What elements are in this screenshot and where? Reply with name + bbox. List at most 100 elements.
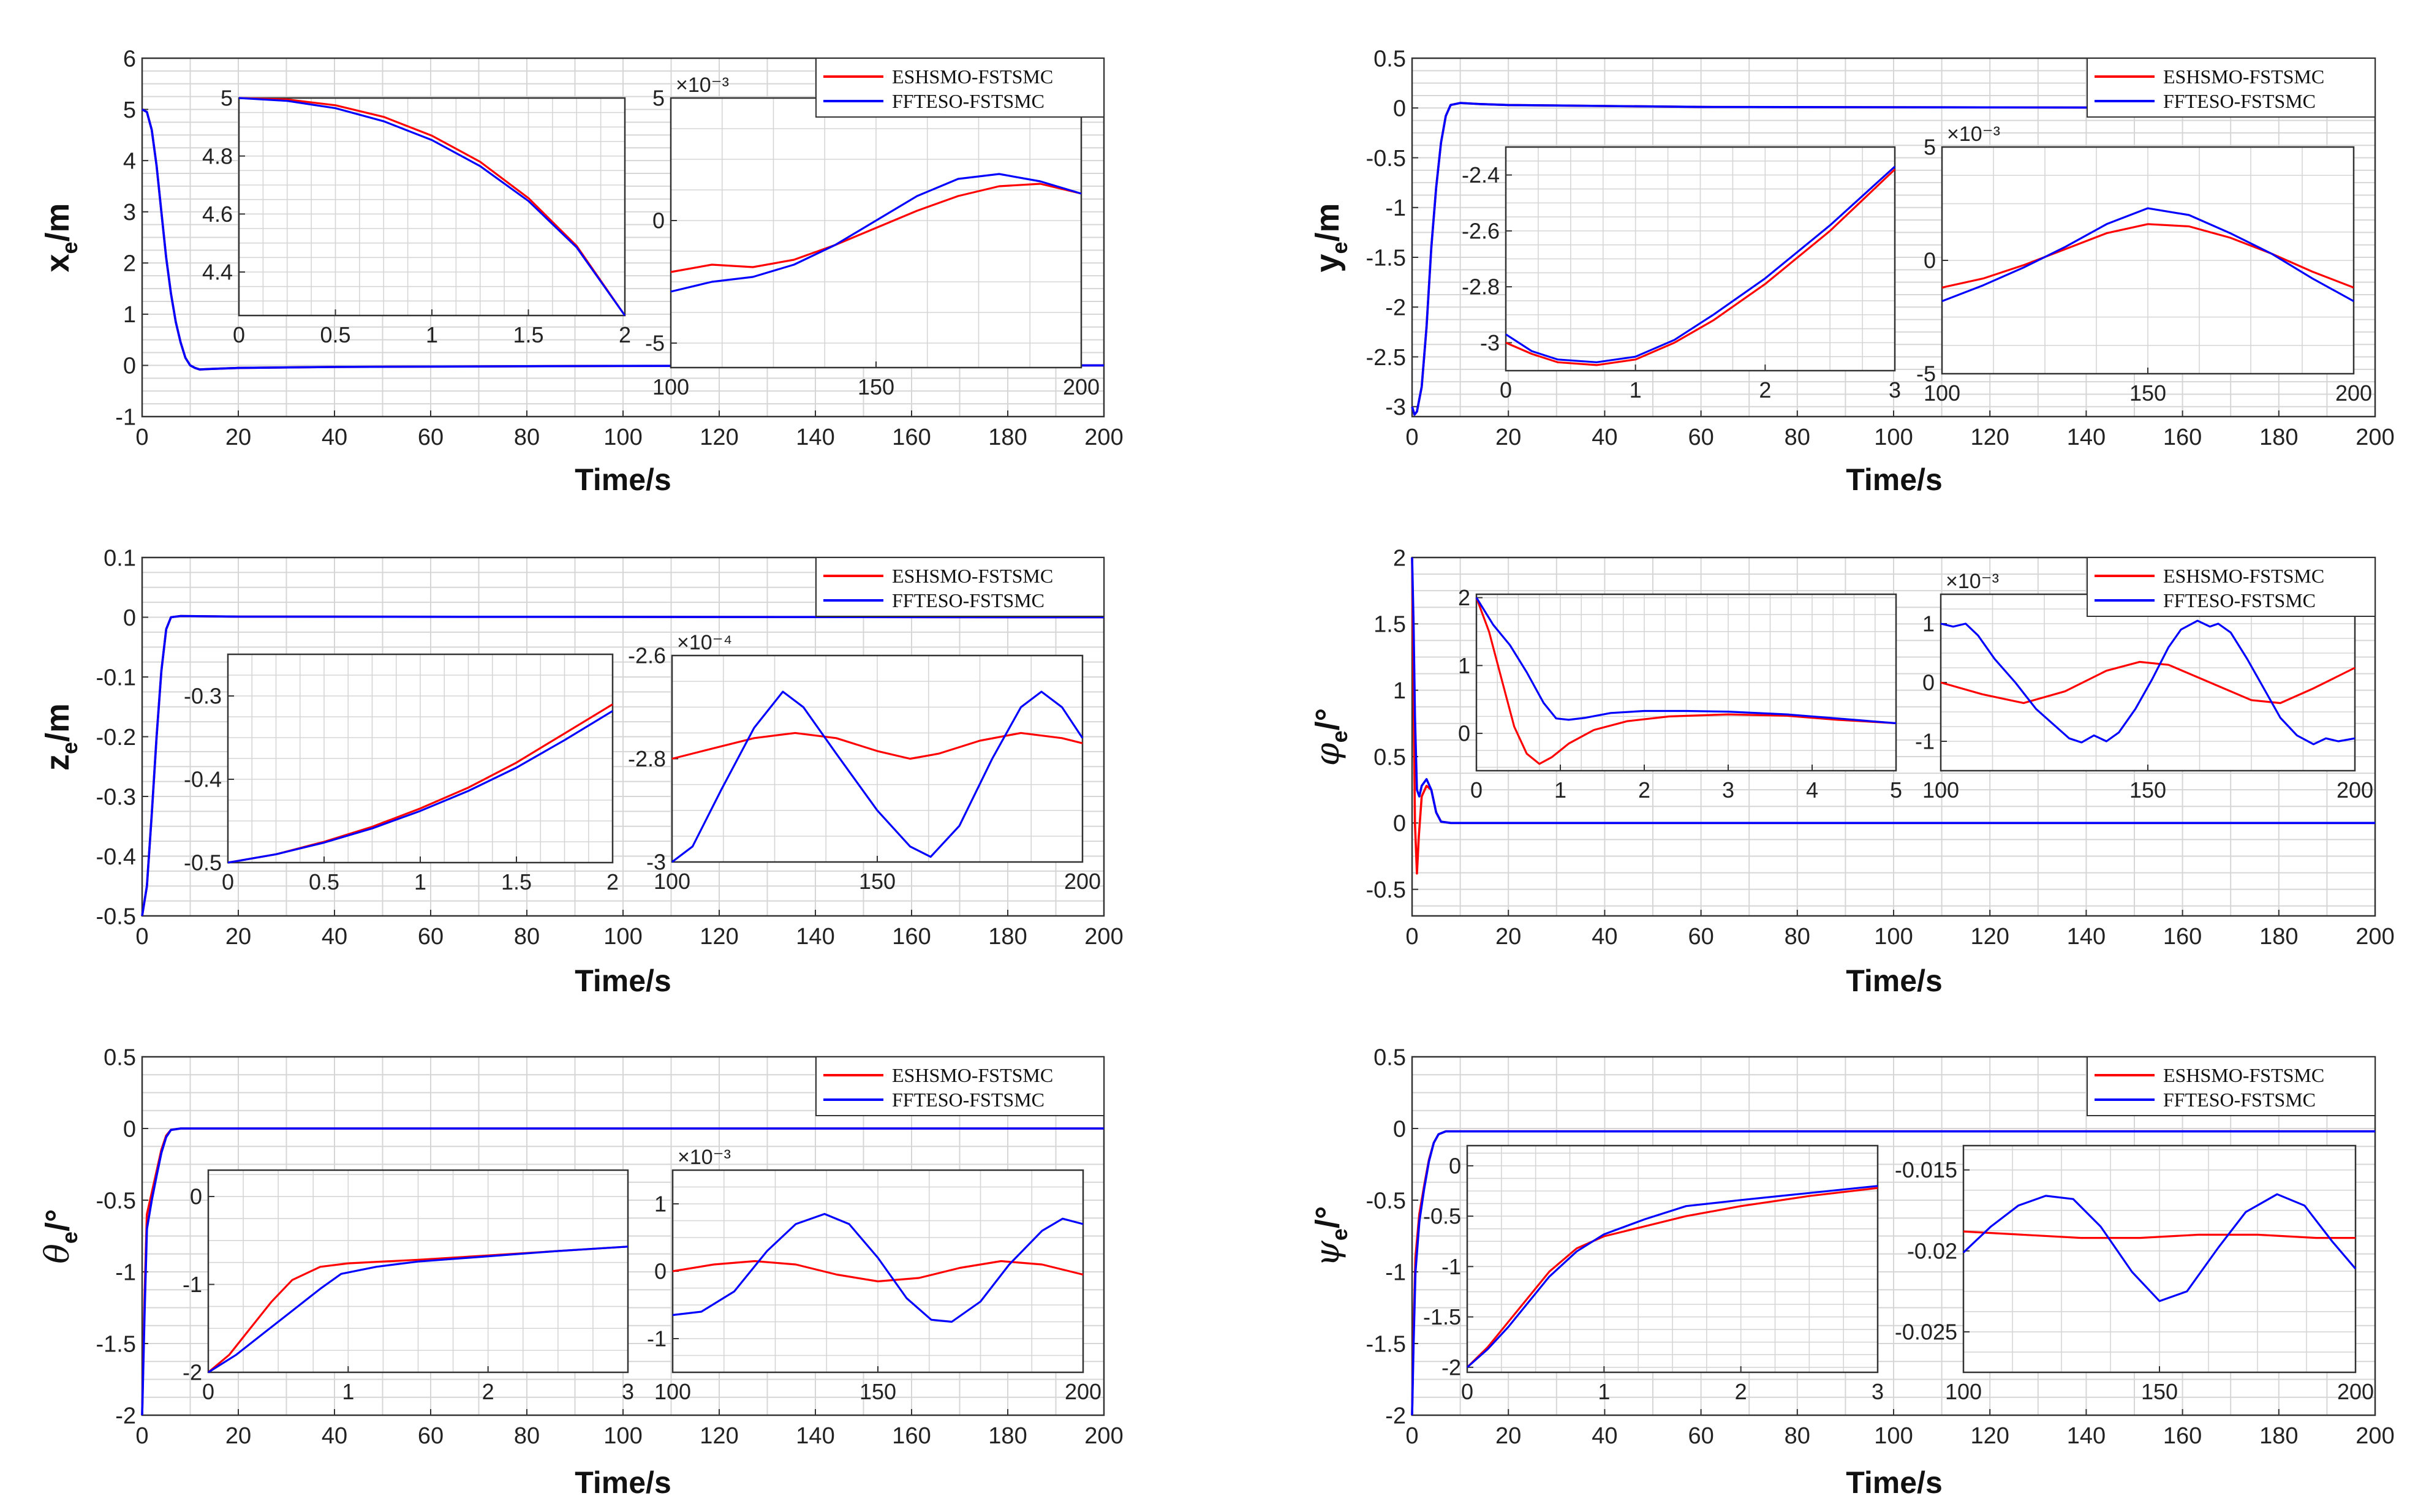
panel-xe-inset-1-ytick-label: 4.4 (202, 260, 233, 285)
panel-ye-main-series-ffteso-line (1411, 102, 2376, 416)
legend-box (2087, 58, 2376, 118)
panel-ye-main-xtick-label: 40 (1592, 425, 1617, 450)
panel-psie-inset-2-ytick-label: -0.025 (1895, 1320, 1957, 1345)
ylabel-unit: /m (39, 703, 76, 742)
panel-phie-inset-2-ytick-label: 0 (1922, 670, 1935, 695)
panel-phie-main-xtick-label: 200 (2356, 924, 2394, 950)
panel-phie-inset-2-exponent: ×10⁻³ (1946, 570, 1999, 593)
panel-xe-main-ytick-label: 4 (123, 148, 136, 174)
panel-phie-inset-2-ytick-label: -1 (1915, 729, 1935, 754)
panel-psie-inset-1-ytick-label: 0 (1449, 1153, 1461, 1178)
panel-thetae-inset-1-xtick-label: 0 (202, 1379, 214, 1404)
panel-thetae-main-ytick-label: -0.5 (96, 1188, 136, 1214)
panel-ye-main-ytick-label: -2.5 (1366, 345, 1406, 371)
panel-thetae-inset-2-xtick-label: 150 (860, 1379, 896, 1404)
panel-ye-inset-1-frame (1505, 146, 1896, 372)
panel-phie-main-xtick-label: 20 (1495, 924, 1521, 950)
panel-xe-inset-1-axes: 0 0.5 1 1.5 2 4.4 4.6 4.8 5 (202, 86, 631, 347)
panel-thetae-xlabel: Time/s (575, 1465, 671, 1500)
panel-phie-inset-1-series-ffteso-line (1475, 597, 1897, 725)
panel-psie-inset-2-ytick-label: -0.02 (1907, 1238, 1957, 1263)
panel-psie-inset-1-xtick-label: 2 (1735, 1379, 1747, 1404)
panel-phie-main-ytick-label: 0 (1393, 811, 1406, 837)
panel-ye-inset-1-ytick-label: -2.8 (1462, 274, 1500, 300)
panel-psie-inset-1-xtick-label: 3 (1872, 1379, 1884, 1404)
panel-psie-main-xtick-label: 140 (2067, 1423, 2106, 1449)
panel-xe-main-xtick-label: 100 (603, 425, 642, 450)
panel-psie-inset-1-ytick-label: -1.5 (1423, 1304, 1461, 1329)
ylabel-subscript: e (57, 1231, 82, 1244)
panel-xe-inset-2-xtick-label: 150 (858, 374, 894, 399)
panel-ze-inset-2-xtick-label: 100 (654, 869, 690, 894)
panel-ye-main-xtick-label: 140 (2067, 425, 2106, 450)
panel-xe: 0 20 40 60 80 100 120 140 160 180 200-10123456xe/m… (39, 46, 1124, 497)
panel-thetae-inset-1-ytick-label: -2 (183, 1360, 202, 1385)
panel-phie-main-ytick-label: 1 (1393, 678, 1406, 704)
ylabel-symbol: φ (1308, 743, 1347, 766)
panel-xe-main-series-ffteso-line (142, 108, 1105, 371)
legend-label-eshsmo: ESHSMO-FSTSMC (2163, 66, 2324, 88)
panel-ze-inset-2-xtick-label: 150 (859, 869, 896, 894)
panel-thetae-inset-2-series-eshsmo-line (672, 1260, 1084, 1283)
panel-ze-main-ytick-label: -0.4 (96, 844, 136, 870)
ylabel-subscript: e (1327, 241, 1352, 254)
panel-phie-main-xtick-label: 60 (1688, 924, 1713, 950)
legend-label-fftes: FFTESO-FSTSMC (892, 90, 1045, 112)
legend-box (2087, 1056, 2376, 1116)
panel-psie-inset-2-series-eshsmo-line (1963, 1230, 2356, 1239)
panel-ye-main-xtick-label: 160 (2163, 425, 2202, 450)
panel-ye-xlabel: Time/s (1846, 463, 1943, 497)
panel-ze-xlabel: Time/s (575, 964, 671, 998)
panel-xe-main-ytick-label: 6 (123, 46, 136, 72)
panel-thetae-inset-2-xtick-label: 200 (1065, 1379, 1101, 1404)
panel-thetae-inset-1-frame (207, 1169, 629, 1374)
panel-ze-inset-2-ytick-label: -3 (646, 850, 666, 875)
panel-xe-main-ytick-label: 5 (123, 97, 136, 123)
panel-ze-main-xtick-label: 200 (1084, 924, 1123, 950)
panel-thetae-inset-2-ytick-label: -1 (647, 1326, 667, 1351)
panel-ze-inset-2-exponent: ×10⁻⁴ (677, 631, 732, 654)
panel-xe-main-xtick-label: 180 (988, 425, 1027, 450)
panel-thetae-main-xtick-label: 80 (514, 1423, 540, 1449)
panel-ye-main-xtick-label: 20 (1495, 425, 1521, 450)
panel-thetae-main-xtick-label: 20 (225, 1423, 251, 1449)
panel-xe-inset-2-exponent: ×10⁻³ (676, 74, 729, 97)
panel-ze-inset-2-series-ffteso-line (671, 690, 1084, 863)
panel-thetae-inset-2-xtick-label: 100 (654, 1379, 691, 1404)
panel-ze-main-xtick-label: 120 (700, 924, 738, 950)
panel-xe-inset-1-xtick-label: 0 (233, 322, 245, 347)
panel-ze-inset-2-axes: 100 150 200 -3 -2.8 -2.6 ×10⁻⁴ (628, 631, 1101, 894)
panel-ye-inset-1-xtick-label: 1 (1630, 377, 1642, 403)
panel-ze: 0 20 40 60 80 100 120 140 160 180 200-0.5-0.4-0.3-… (39, 545, 1124, 998)
panel-ze-main-xtick-label: 40 (322, 924, 347, 950)
panel-psie-inset-2-series-ffteso-line (1962, 1193, 2357, 1302)
panel-ye-main-ytick-label: 0 (1393, 96, 1406, 122)
ylabel-symbol: θ (38, 1244, 77, 1264)
panel-ze-inset-1-series-ffteso-line (227, 710, 613, 864)
panel-ze-main-xtick-label: 180 (988, 924, 1027, 950)
panel-thetae-inset-2-exponent: ×10⁻³ (678, 1146, 731, 1169)
panel-ye-inset-2-xtick-label: 150 (2129, 380, 2166, 406)
panel-xe-main-ytick-label: 3 (123, 200, 136, 225)
panel-phie-inset-1-xtick-label: 0 (1470, 777, 1483, 803)
ylabel-symbol: ψ (1308, 1241, 1347, 1267)
panel-xe-main-xtick-label: 80 (514, 425, 540, 450)
panel-ze-inset-2-ytick-label: -2.8 (628, 746, 666, 771)
panel-xe-inset-2-xtick-label: 200 (1063, 374, 1100, 399)
panel-psie-main-series-ffteso-line (1411, 1130, 2375, 1416)
panel-phie-inset-2-ytick-label: 1 (1922, 611, 1935, 637)
panel-thetae-main-ytick-label: -2 (115, 1403, 136, 1429)
panel-thetae-inset-1-series-ffteso-line (208, 1246, 629, 1374)
panel-xe-main-xtick-label: 200 (1084, 425, 1123, 450)
panel-ye-inset-2-axes: 100 150 200 -5 0 5 ×10⁻³ (1916, 123, 2372, 406)
panel-ze-inset-1-ytick-label: -0.5 (184, 850, 222, 875)
panel-phie-main-xtick-label: 40 (1592, 924, 1617, 950)
panel-psie-main-xtick-label: 60 (1688, 1423, 1713, 1449)
legend-label-fftes: FFTESO-FSTSMC (892, 1089, 1045, 1111)
panel-phie-main-ytick-label: 1.5 (1373, 612, 1406, 638)
panel-ye-inset-1-series-eshsmo-line (1505, 168, 1896, 366)
panel-thetae-inset-2-axes: 100 150 200 -1 0 1 ×10⁻³ (647, 1146, 1101, 1404)
panel-phie-main-ytick-label: -0.5 (1366, 877, 1406, 903)
